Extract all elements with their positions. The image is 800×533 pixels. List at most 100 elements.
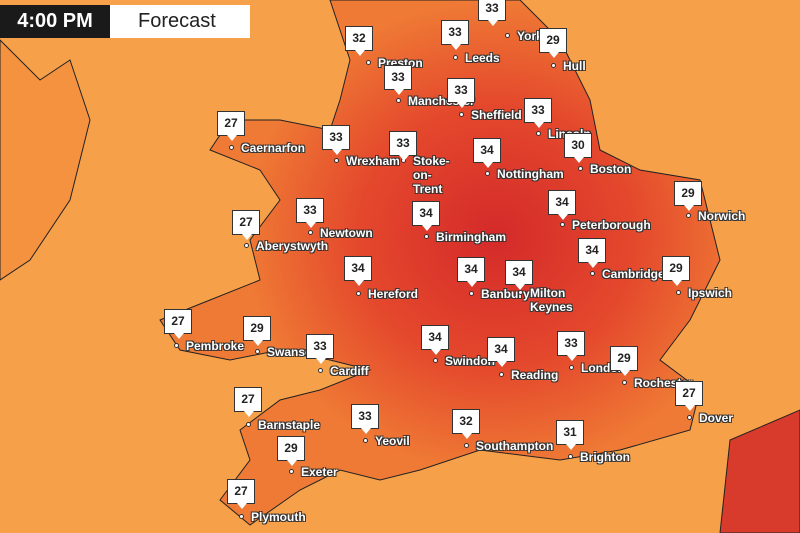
city-dot [550,62,556,68]
temperature: 33 [441,20,469,50]
city-name: Yeovil [375,434,410,448]
city-name: Swansea [267,345,319,359]
city-name: Southampton [476,439,554,453]
france [719,409,800,533]
city-dot [288,468,294,474]
city-name: York [517,29,543,43]
city-name: Cambridge [602,267,665,281]
temperature: 33 [557,331,585,361]
city-name: Caernarfon [241,141,306,155]
city-dot [333,157,339,163]
city-name: Exeter [301,465,338,479]
city-dot [559,221,565,227]
city-name: Dover [699,411,734,425]
temperature: 32 [345,26,373,56]
city-name: Ipswich [688,286,733,300]
temperature: 33 [389,131,417,161]
city-dot [621,379,627,385]
city-dot [432,357,438,363]
temperature: 33 [351,404,379,434]
city-dot [254,348,260,354]
city-name: Reading [511,368,559,382]
city-name: Barnstaple [258,418,321,432]
temperature: 27 [675,381,703,411]
temperature: 34 [344,256,372,286]
city-name: Newtown [320,226,373,240]
city-name: Brighton [580,450,630,464]
city-dot [365,59,371,65]
city-dot [355,290,361,296]
temperature: 34 [487,337,515,367]
temperature: 27 [164,309,192,339]
city-name: Hereford [368,287,419,301]
city-dot [243,242,249,248]
city-name: Birmingham [436,230,507,244]
temperature: 29 [674,181,702,211]
temperature: 29 [243,316,271,346]
temperature: 29 [610,346,638,376]
city-name: Swindon [445,354,495,368]
city-dot [452,54,458,60]
temperature: 34 [505,260,533,290]
city-dot [568,364,574,370]
city-dot [317,367,323,373]
city-dot [423,233,429,239]
city-dot [395,97,401,103]
city-dot [504,32,510,38]
city-name: Aberystwyth [256,239,329,253]
city-dot [686,414,692,420]
city-dot [484,170,490,176]
city-name: Plymouth [251,510,306,524]
temperature: 34 [421,325,449,355]
city-name: Norwich [698,209,746,223]
city-dot [238,513,244,519]
ireland [0,39,91,281]
city-dot [535,130,541,136]
temperature: 27 [217,111,245,141]
title: Forecast [110,5,250,38]
city-dot [577,165,583,171]
city-dot [307,229,313,235]
city-name: Boston [590,162,632,176]
temperature: 29 [539,28,567,58]
time: 4:00 PM [0,5,110,38]
city-dot [245,421,251,427]
city-name: Leeds [465,51,500,65]
city-name: Sheffield [471,108,522,122]
city-name: Hull [563,59,586,73]
temperature: 33 [296,198,324,228]
city-dot [517,289,523,295]
city-name: Nottingham [497,167,564,181]
temperature: 29 [662,256,690,286]
temperature: 32 [452,409,480,439]
city-name: Cardiff [330,364,369,378]
city-dot [463,442,469,448]
city-dot [589,270,595,276]
city-dot [468,290,474,296]
city-name: Pembroke [186,339,245,353]
city-name: Wrexham [346,154,400,168]
city-dot [362,437,368,443]
great-britain [159,0,721,526]
temperature: 34 [412,201,440,231]
city-dot [567,453,573,459]
temperature: 31 [556,420,584,450]
temperature: 34 [578,238,606,268]
city-dot [675,289,681,295]
temperature: 30 [564,133,592,163]
temperature: 33 [384,65,412,95]
city-name: Peterborough [572,218,651,232]
temperature: 27 [234,387,262,417]
temperature: 33 [306,334,334,364]
city-dot [498,371,504,377]
city-name: Stoke-on-Trent [413,154,450,196]
temperature: 33 [478,0,506,26]
city-name: Milton Keynes [530,286,573,314]
temperature: 34 [457,257,485,287]
temperature: 33 [322,125,350,155]
temperature: 34 [473,138,501,168]
temperature: 34 [548,190,576,220]
city-dot [173,342,179,348]
temperature: 33 [524,98,552,128]
